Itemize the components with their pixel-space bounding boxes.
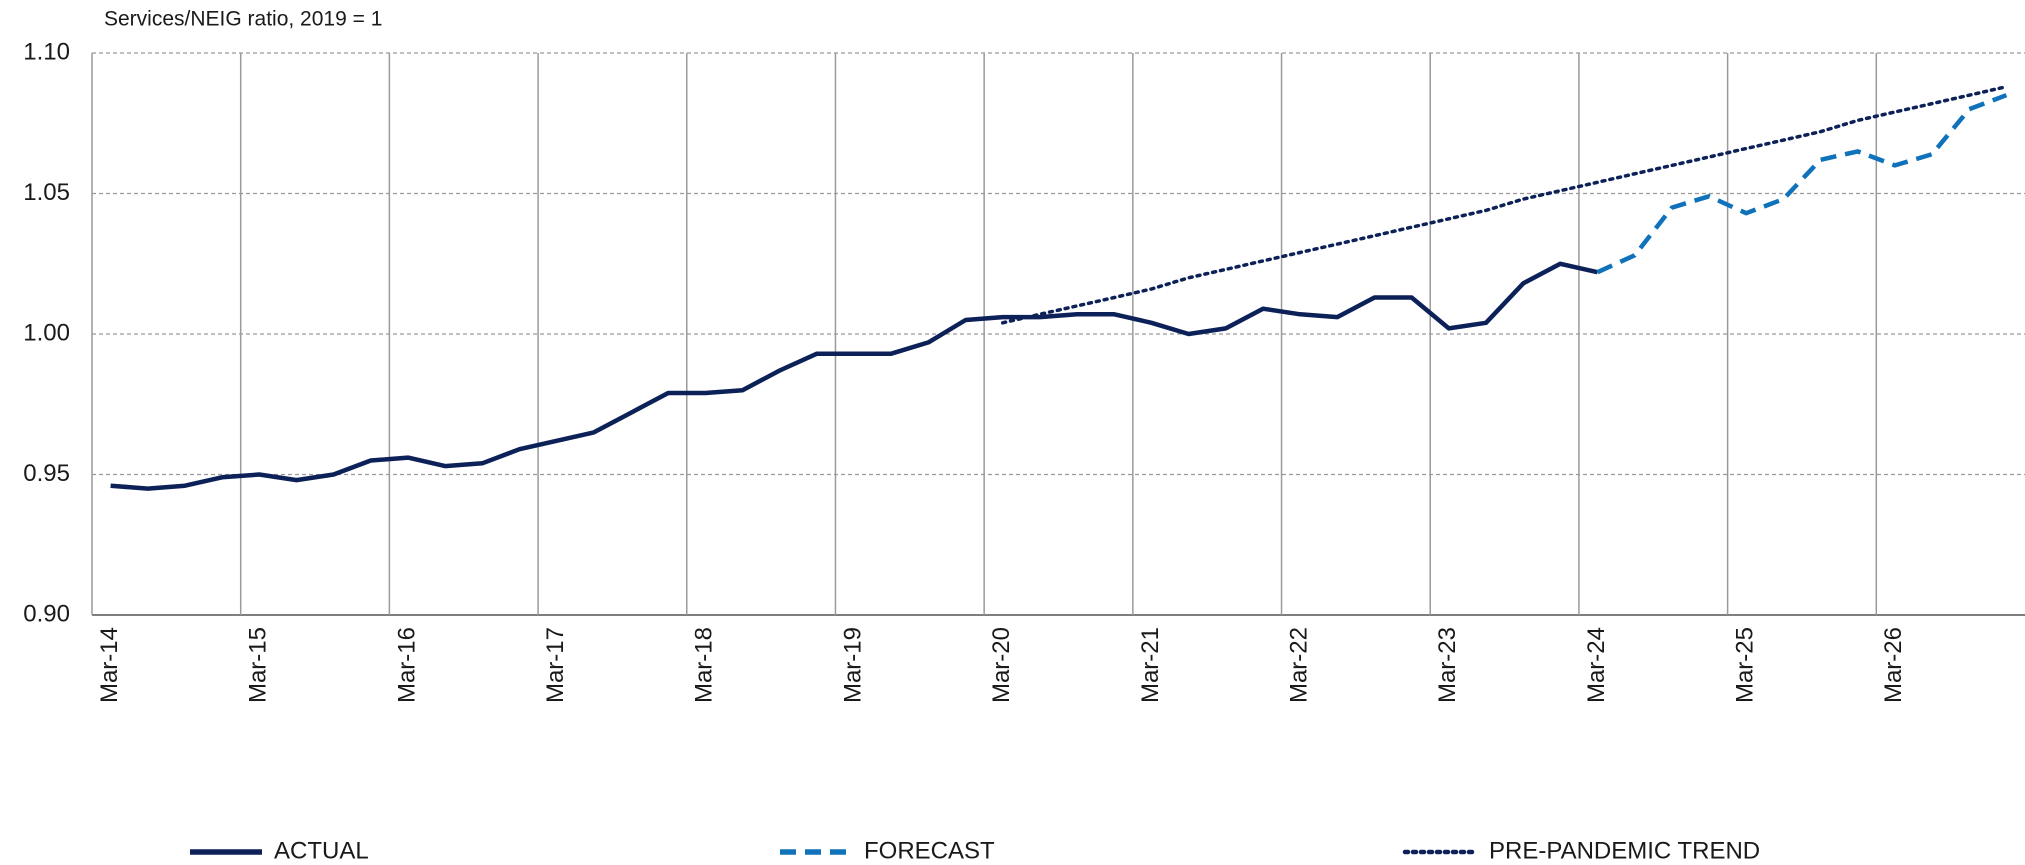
x-tick-label: Mar-23	[1434, 627, 1461, 703]
x-tick-label: Mar-19	[839, 627, 866, 703]
x-tick-label: Mar-16	[393, 627, 420, 703]
x-tick-label: Mar-20	[988, 627, 1015, 703]
series-line	[1000, 84, 2009, 325]
legend-label: FORECAST	[864, 837, 995, 864]
y-tick-label: 1.05	[23, 179, 70, 206]
x-tick-label: Mar-24	[1583, 627, 1610, 703]
x-tick-label: Mar-17	[542, 627, 569, 703]
x-tick-label: Mar-21	[1137, 627, 1164, 703]
x-tick-label: Mar-18	[691, 627, 718, 703]
y-tick-label: 0.95	[23, 460, 70, 487]
series-line	[1596, 93, 2008, 275]
y-tick-label: 1.10	[23, 38, 70, 65]
y-tick-label: 0.90	[23, 600, 70, 627]
x-tick-label: Mar-25	[1732, 627, 1759, 703]
legend-label: PRE-PANDEMIC TREND	[1489, 837, 1760, 864]
x-tick-label: Mar-26	[1880, 627, 1907, 703]
legend-label: ACTUAL	[274, 837, 369, 864]
series-line	[110, 261, 1598, 491]
y-axis-label: Services/NEIG ratio, 2019 = 1	[104, 8, 382, 31]
x-tick-label: Mar-22	[1285, 627, 1312, 703]
x-tick-label: Mar-14	[96, 627, 123, 703]
x-tick-label: Mar-15	[245, 627, 272, 703]
y-tick-label: 1.00	[23, 319, 70, 346]
